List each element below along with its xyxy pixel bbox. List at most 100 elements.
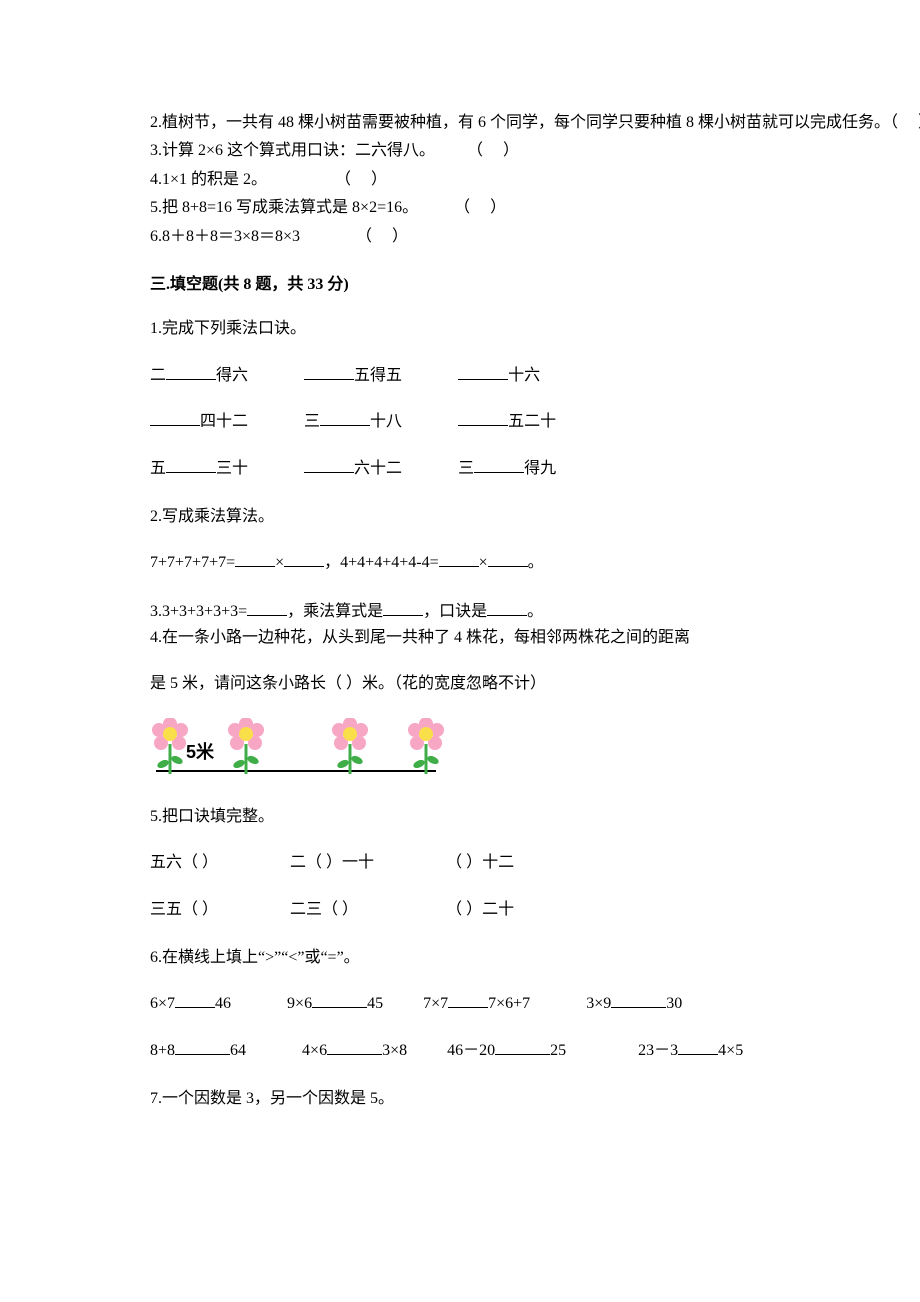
q4-line2: 是 5 米，请问这条小路长（ ）米。（花的宽度忽略不计） — [150, 671, 770, 697]
q6-r2-d-r: 4×5 — [718, 1042, 743, 1059]
blank — [611, 991, 666, 1008]
mult-sign: × — [479, 554, 488, 571]
q6-r1-b-l: 9×6 — [287, 995, 312, 1012]
q3-pre1: 3.3+3+3+3+3= — [150, 603, 247, 620]
q1-r2-b-post: 十八 — [370, 413, 402, 430]
spacer — [406, 413, 454, 430]
judgement-q3: 3.计算 2×6 这个算式用口诀：二六得八。 （ ） — [150, 138, 770, 164]
spacer — [406, 460, 454, 477]
q6-r1-c-m: 7×6+7 — [488, 995, 530, 1012]
blank — [175, 991, 215, 1008]
blank — [383, 599, 423, 616]
distance-label: 5米 — [186, 738, 214, 768]
q6-r2-c-l: 46－20 — [447, 1042, 495, 1059]
q6-r2-a-r: 64 — [230, 1042, 246, 1059]
q1-row2: 四十二 三 十八 五二十 — [150, 409, 770, 435]
blank — [495, 1038, 550, 1055]
blank — [327, 1038, 382, 1055]
q1-r1-a-pre: 二 — [150, 367, 166, 384]
q5-row1: 五六（ ） 二（ ）一十 （ ）十二 — [150, 850, 770, 876]
spacer — [570, 1042, 634, 1059]
q1-r1-b-post: 五得五 — [354, 367, 402, 384]
blank — [304, 456, 354, 473]
blank — [458, 409, 508, 426]
q1-r3-c-pre: 三 — [458, 460, 474, 477]
q2-expr: 7+7+7+7+7=×，4+4+4+4+4-4=×。 — [150, 550, 770, 576]
fill-q3: 3.3+3+3+3+3=，乘法算式是，口诀是。 — [150, 599, 770, 625]
q5-r1-c: （ ）十二 — [446, 854, 514, 871]
spacer — [252, 413, 300, 430]
q6-r1-a-r: 46 — [215, 995, 231, 1012]
q1-r2-c-post: 五二十 — [508, 413, 556, 430]
blank — [487, 599, 527, 616]
fill-q7: 7.一个因数是 3，另一个因数是 5。 — [150, 1086, 770, 1112]
fill-q4: 4.在一条小路一边种花，从头到尾一共种了 4 株花，每相邻两株花之间的距离 是 … — [150, 625, 770, 776]
blank — [166, 363, 216, 380]
fill-q1-stem: 1.完成下列乘法口诀。 — [150, 316, 770, 342]
blank — [304, 363, 354, 380]
blank — [448, 991, 488, 1008]
q3-mid2: ，口诀是 — [423, 603, 487, 620]
spacer — [252, 367, 300, 384]
fill-q5-stem: 5.把口诀填完整。 — [150, 804, 770, 830]
worksheet-page: 2.植树节，一共有 48 棵小树苗需要被种植，有 6 个同学，每个同学只要种植 … — [0, 0, 920, 1302]
blank — [439, 550, 479, 567]
flower-icon — [150, 718, 190, 776]
q6-r1-c-l: 7×7 — [423, 995, 448, 1012]
fill-q6: 6.在横线上填上“>”“<”或“=”。 6×746 9×645 7×77×6+7… — [150, 945, 770, 1064]
blank — [166, 456, 216, 473]
spacer — [222, 854, 286, 871]
q1-r3-b-post: 六十二 — [354, 460, 402, 477]
spacer — [235, 995, 283, 1012]
flower-diagram: 5米 — [150, 714, 450, 776]
q1-r2-b-pre: 三 — [304, 413, 320, 430]
q5-row2: 三五（ ） 二三（ ） （ ）二十 — [150, 897, 770, 923]
q5-r1-b: 二（ ）一十 — [290, 854, 374, 871]
q1-r3-a-post: 三十 — [216, 460, 248, 477]
fill-q1: 1.完成下列乘法口诀。 二得六 五得五 十六 四十二 三十八 五二十 五三十 六… — [150, 316, 770, 482]
mult-sign: × — [275, 554, 284, 571]
q6-row2: 8+8 64 4×6 3×8 46－20 25 23－3 4×5 — [150, 1038, 770, 1064]
q3-tail: 。 — [527, 603, 543, 620]
q6-r2-b-r: 3×8 — [382, 1042, 407, 1059]
q6-r2-a-l: 8+8 — [150, 1042, 175, 1059]
q6-r1-d-l: 3×9 — [586, 995, 611, 1012]
q1-r2-a-post: 四十二 — [200, 413, 248, 430]
spacer — [222, 901, 286, 918]
fill-q6-stem: 6.在横线上填上“>”“<”或“=”。 — [150, 945, 770, 971]
q2-tail: 。 — [528, 554, 544, 571]
q2-p2-pre: ，4+4+4+4+4-4= — [324, 554, 438, 571]
q1-r1-a-post: 得六 — [216, 367, 248, 384]
judgement-q4: 4.1×1 的积是 2。 （ ） — [150, 167, 770, 193]
path-line — [156, 770, 436, 772]
q6-r1-b-r: 45 — [367, 995, 383, 1012]
blank — [235, 550, 275, 567]
spacer — [411, 1042, 443, 1059]
blank — [678, 1038, 718, 1055]
q1-row3: 五三十 六十二 三得九 — [150, 456, 770, 482]
spacer — [387, 995, 419, 1012]
flower-icon — [406, 718, 446, 776]
fill-q7-stem: 7.一个因数是 3，另一个因数是 5。 — [150, 1086, 770, 1112]
q6-r2-d-l: 23－3 — [638, 1042, 678, 1059]
blank — [312, 991, 367, 1008]
q6-r2-b-l: 4×6 — [302, 1042, 327, 1059]
spacer — [406, 367, 454, 384]
q1-row1: 二得六 五得五 十六 — [150, 363, 770, 389]
q6-row1: 6×746 9×645 7×77×6+7 3×930 — [150, 991, 770, 1017]
blank — [284, 550, 324, 567]
q5-r1-a: 五六（ ） — [150, 854, 218, 871]
q6-r1-d-r: 30 — [666, 995, 682, 1012]
spacer — [534, 995, 582, 1012]
blank — [458, 363, 508, 380]
spacer — [252, 460, 300, 477]
q6-r2-c-r: 25 — [550, 1042, 566, 1059]
blank — [320, 409, 370, 426]
blank — [488, 550, 528, 567]
spacer — [362, 901, 442, 918]
fill-q5: 5.把口诀填完整。 五六（ ） 二（ ）一十 （ ）十二 三五（ ） 二三（ ）… — [150, 804, 770, 923]
spacer — [378, 854, 442, 871]
q1-r3-a-pre: 五 — [150, 460, 166, 477]
section-3-heading: 三.填空题(共 8 题，共 33 分) — [150, 272, 770, 298]
judgement-q2: 2.植树节，一共有 48 棵小树苗需要被种植，有 6 个同学，每个同学只要种植 … — [150, 110, 770, 136]
